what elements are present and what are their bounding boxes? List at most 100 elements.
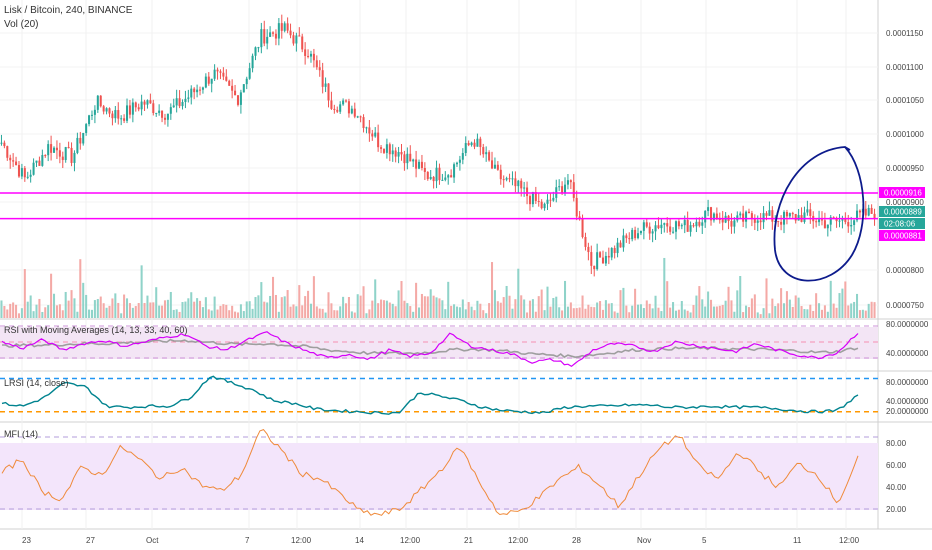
symbol-title: Lisk / Bitcoin, 240, BINANCE	[4, 5, 133, 16]
volume-bar	[216, 309, 219, 318]
candle-body	[409, 153, 412, 162]
candle-body	[295, 35, 298, 44]
volume-bar	[210, 310, 213, 318]
volume-bar	[674, 310, 678, 318]
candle-body	[38, 160, 41, 166]
volume-bar	[651, 308, 654, 318]
volume-bar	[333, 310, 336, 318]
support-resistance-lines[interactable]	[0, 192, 878, 220]
volume-bar	[400, 281, 403, 318]
time-axis[interactable]: 23 27 Oct 7 12:00 14 12:00 21 12:00 28 N…	[22, 536, 860, 545]
candle-body	[158, 110, 161, 113]
candle-body	[152, 103, 155, 113]
volume-bar	[467, 302, 470, 318]
candle-body	[222, 72, 225, 77]
volume-bar	[432, 295, 435, 318]
volume-bar	[453, 304, 456, 318]
candle-body	[768, 210, 771, 216]
candle-body	[485, 152, 488, 155]
volume-bar	[12, 302, 15, 318]
volume-bar	[593, 307, 596, 318]
volume-bar	[263, 301, 266, 318]
volume-bar	[172, 309, 175, 318]
volume-bar	[64, 291, 67, 318]
volume-bar	[228, 310, 231, 318]
volume-bar	[359, 295, 362, 318]
candle-body	[806, 209, 809, 213]
volume-bar	[645, 300, 648, 318]
lrsi-tick: 40.0000000	[886, 397, 929, 406]
volume-bar	[403, 300, 406, 318]
time-label: 23	[22, 536, 31, 545]
candle-body	[251, 55, 254, 69]
volume-bar	[190, 292, 193, 318]
candle-body	[304, 49, 307, 56]
candle-body	[67, 147, 70, 149]
volume-bar	[88, 309, 91, 318]
candle-body	[826, 224, 829, 229]
candle-body	[762, 213, 765, 223]
volume-bar	[639, 304, 642, 318]
candle-body	[166, 113, 169, 120]
volume-bar	[537, 296, 540, 318]
candle-body	[508, 178, 511, 180]
candle-body	[841, 218, 844, 221]
candle-body	[406, 153, 409, 164]
volume-bar	[289, 306, 292, 318]
candle-body	[114, 110, 117, 119]
volume-bar	[499, 302, 502, 318]
price-tick: 0.0000900	[886, 198, 924, 207]
grid-lines	[0, 0, 878, 529]
volume-bar	[853, 301, 856, 318]
volume-bar	[15, 304, 18, 318]
volume-bar	[447, 281, 450, 318]
volume-bar	[584, 308, 587, 318]
volume-bar	[520, 295, 523, 318]
candle-body	[339, 104, 342, 112]
candle-body	[616, 242, 619, 254]
candle-body	[759, 220, 762, 223]
candle-body	[269, 32, 272, 37]
volume-bar	[858, 310, 861, 318]
volume-bar	[417, 307, 421, 318]
candle-body	[312, 53, 315, 61]
candle-body	[131, 102, 134, 115]
volume-bar	[774, 306, 777, 318]
volume-bar	[461, 299, 464, 318]
candle-body	[99, 95, 102, 107]
hand-drawn-ellipse[interactable]	[773, 146, 865, 282]
volume-bar	[806, 309, 809, 318]
volume-bar	[274, 294, 277, 318]
volume-bar	[70, 290, 73, 318]
volume-bar	[382, 300, 386, 318]
volume-bar	[315, 306, 318, 318]
lrsi-level-lines	[0, 377, 878, 413]
candle-body	[371, 133, 374, 137]
candle-body	[855, 210, 859, 221]
candle-body	[488, 152, 491, 161]
volume-bar	[800, 306, 803, 318]
volume-bar	[695, 295, 698, 318]
candle-body	[50, 144, 53, 153]
candle-body	[537, 200, 540, 202]
candle-body	[511, 178, 514, 180]
price-badges: 0.0000916 0.0000889 02:08:06 0.0000881	[879, 187, 925, 241]
candle-body	[561, 186, 564, 194]
volume-bar	[283, 296, 286, 318]
candle-body	[190, 88, 193, 98]
pane-separators	[0, 0, 932, 530]
candle-body	[298, 35, 301, 37]
price-axis[interactable]: 0.0001150 0.0001100 0.0001050 0.0001000 …	[886, 29, 924, 310]
volume-bar	[377, 303, 380, 318]
time-label: 14	[355, 536, 364, 545]
time-label: 12:00	[839, 536, 860, 545]
candle-body	[709, 207, 713, 221]
volume-bar	[353, 312, 356, 318]
candle-body	[234, 90, 237, 96]
volume-bar	[829, 280, 832, 318]
candle-body	[473, 142, 476, 147]
candle-body	[502, 179, 505, 181]
volume-bar	[6, 309, 9, 318]
candle-body	[540, 201, 543, 209]
